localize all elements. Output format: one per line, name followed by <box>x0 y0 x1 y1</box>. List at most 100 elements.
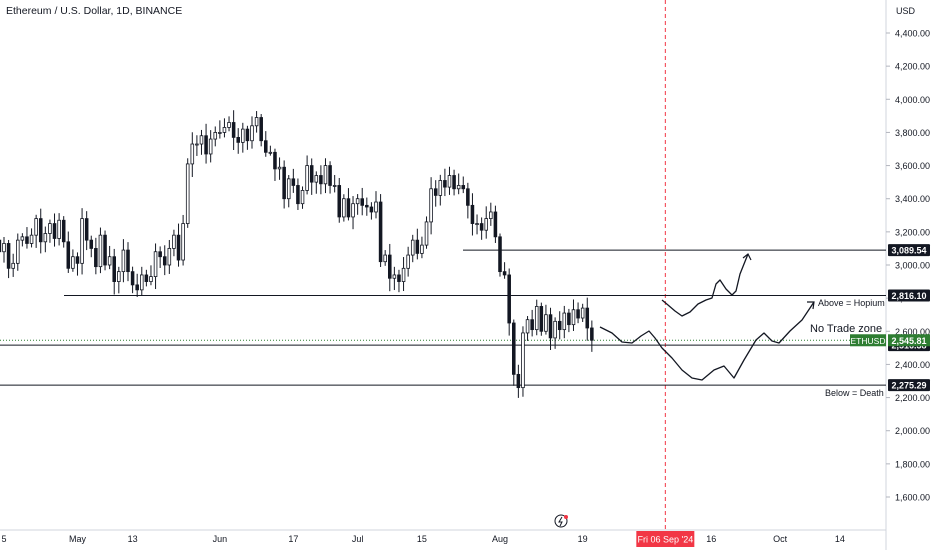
candle-up <box>438 180 443 196</box>
candle-down <box>507 274 511 324</box>
candle-up <box>406 254 410 269</box>
candle-up <box>420 244 424 254</box>
candle-up <box>456 185 461 190</box>
candle-up <box>392 274 397 279</box>
candle-up <box>553 320 557 339</box>
candle-down <box>61 219 66 243</box>
candle-down <box>433 188 438 196</box>
candle-up <box>172 234 176 249</box>
candle-down <box>25 236 29 244</box>
candle-down <box>567 312 571 326</box>
y-tick-label: 3,400.00 <box>895 194 930 204</box>
level-price-label: 2,816.10 <box>891 291 926 301</box>
x-tick-label: 13 <box>128 534 138 544</box>
candle-up <box>277 166 282 170</box>
candle-down <box>158 251 162 258</box>
candle-down <box>204 135 208 155</box>
bolt-icon <box>554 514 568 528</box>
candle-down <box>130 271 135 286</box>
candle-down <box>585 307 590 329</box>
candle-up <box>351 203 355 218</box>
x-tick-label: May <box>69 534 87 544</box>
candle-up <box>323 165 328 185</box>
candle-up <box>15 239 20 264</box>
candle-down <box>387 254 392 279</box>
y-tick-label: 3,800.00 <box>895 128 930 138</box>
candle-down <box>291 178 296 186</box>
candle-up <box>117 271 121 282</box>
x-tick-label: Jun <box>213 534 228 544</box>
candle-up <box>424 221 429 246</box>
main-arrowhead <box>807 301 815 310</box>
candle-down <box>231 122 236 138</box>
candle-down <box>66 241 71 269</box>
candle-down <box>126 249 130 273</box>
y-tick-label: 2,400.00 <box>895 360 930 370</box>
candle-up <box>98 234 103 268</box>
crosshair-date-tag <box>636 531 695 547</box>
candle-down <box>263 140 268 153</box>
candle-up <box>489 211 493 220</box>
candle-down <box>415 239 420 254</box>
candle-up <box>185 163 190 224</box>
candle-up <box>401 267 406 282</box>
candle-up <box>190 143 195 165</box>
candle-down <box>328 165 332 186</box>
candle-down <box>84 218 89 241</box>
candle-up <box>139 274 144 291</box>
candle-down <box>52 223 57 239</box>
candle-up <box>314 175 319 183</box>
candle-up <box>80 218 84 264</box>
candle-down <box>378 201 383 263</box>
candle-up <box>34 218 38 236</box>
candle-down <box>502 271 507 276</box>
candle-up <box>222 127 227 133</box>
candle-up <box>227 122 231 128</box>
candle-down <box>319 175 323 185</box>
notification-dot <box>564 515 568 519</box>
candle-up <box>447 175 452 188</box>
candle-up <box>429 188 433 223</box>
candle-up <box>199 135 204 145</box>
candle-down <box>135 284 139 291</box>
candle-up <box>410 239 415 256</box>
x-tick-label: 15 <box>417 534 427 544</box>
y-tick-label: 1,600.00 <box>895 493 930 503</box>
level-price-label: 3,089.54 <box>891 246 926 256</box>
candle-up <box>254 117 259 127</box>
candle-down <box>590 327 594 341</box>
candle-up <box>57 219 61 239</box>
x-tick-label: 19 <box>578 534 588 544</box>
y-tick-label: 2,600.00 <box>895 327 930 337</box>
symbol-tag <box>850 334 886 347</box>
level-price-label: 2,275.29 <box>891 381 926 391</box>
candle-up <box>383 254 387 263</box>
candle-up <box>241 128 245 143</box>
candle-down <box>94 248 98 268</box>
candle-down <box>162 256 167 266</box>
candle-up <box>562 312 567 331</box>
candle-down <box>397 274 401 282</box>
y-tick-label: 2,200.00 <box>895 393 930 403</box>
y-tick-label: 2,000.00 <box>895 426 930 436</box>
candle-up <box>107 256 112 266</box>
candle-up <box>355 198 360 205</box>
candle-up <box>153 251 158 278</box>
candle-down <box>360 198 365 206</box>
candle-down <box>470 204 475 224</box>
hopium-projection-path <box>661 253 749 317</box>
candle-up <box>300 190 305 205</box>
candle-down <box>576 309 580 319</box>
candle-down <box>346 198 351 218</box>
y-tick-label: 3,000.00 <box>895 261 930 271</box>
candle-down <box>530 319 534 331</box>
candle-down <box>516 373 521 389</box>
candle-down <box>245 128 250 142</box>
candle-up <box>525 319 530 334</box>
y-tick-label: 3,600.00 <box>895 161 930 171</box>
candle-down <box>557 320 562 331</box>
candle-up <box>167 248 172 266</box>
annotation-below-death: Below = Death <box>825 388 884 398</box>
candle-down <box>493 211 498 238</box>
